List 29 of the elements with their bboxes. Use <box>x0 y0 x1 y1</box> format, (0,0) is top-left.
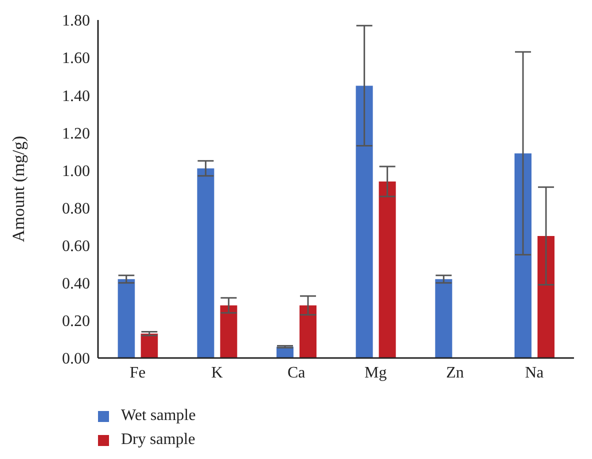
y-tick-label: 0.60 <box>62 238 90 256</box>
bar <box>118 279 135 358</box>
bar <box>356 86 373 358</box>
bar <box>220 305 238 358</box>
y-tick-label: 1.80 <box>62 12 90 30</box>
x-tick-label: K <box>211 364 224 382</box>
legend-label: Wet sample <box>121 406 196 426</box>
x-tick-label: Mg <box>364 364 387 382</box>
y-tick-label: 0.40 <box>62 276 90 293</box>
bar <box>435 279 452 358</box>
y-tick-label: 1.40 <box>62 88 90 105</box>
x-tick-label: Na <box>525 364 544 382</box>
y-tick-label: 1.00 <box>62 162 90 180</box>
y-axis-title: Amount (mg/g) <box>9 136 28 242</box>
x-tick-label: Ca <box>287 364 306 382</box>
x-tick-label: Zn <box>446 364 464 382</box>
legend-label: Dry sample <box>121 430 196 450</box>
bar <box>140 334 158 358</box>
y-tick-label: 1.20 <box>62 125 90 142</box>
bar <box>197 168 214 358</box>
bar <box>538 236 554 358</box>
y-tick-label: 0.00 <box>62 350 90 368</box>
bar <box>300 305 316 358</box>
bar <box>378 181 396 358</box>
x-tick-label: Fe <box>130 364 146 382</box>
y-tick-label: 1.60 <box>62 50 90 68</box>
y-tick-label: 0.80 <box>62 200 90 218</box>
bar <box>514 153 532 358</box>
y-tick-label: 0.20 <box>62 313 90 330</box>
